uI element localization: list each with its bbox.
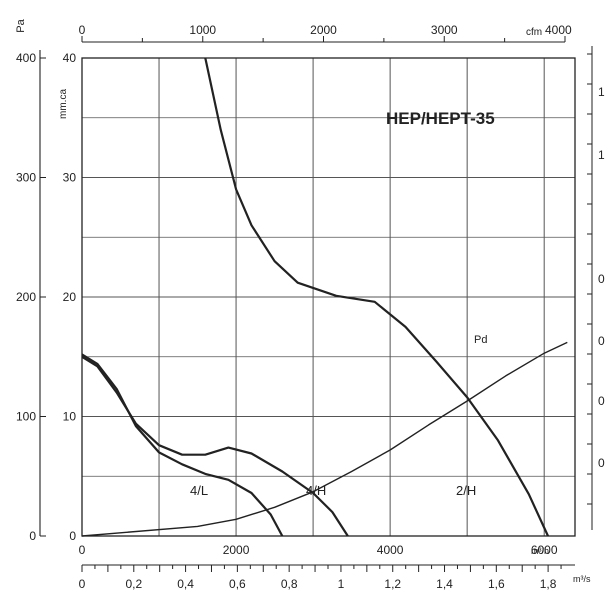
cfm-axis-unit: cfm	[526, 27, 542, 38]
m3h-tick-label: 6000	[531, 543, 558, 557]
cfm-tick-label: 3000	[431, 23, 458, 37]
m3s-tick-label: 1,2	[384, 577, 401, 591]
mmca-tick-label: 20	[63, 290, 77, 304]
m3s-tick-label: 1	[338, 577, 345, 591]
pa-tick-label: 100	[16, 410, 36, 424]
chart-title: HEP/HEPT-35	[386, 109, 495, 128]
curve-4-h	[81, 355, 349, 537]
curve-pd	[81, 341, 568, 537]
right-axis-tick-label: 0	[598, 334, 605, 348]
series-label-4-h: 4/H	[306, 483, 326, 498]
pa-axis-unit: Pa	[15, 18, 27, 32]
mmca-axis-unit: mm.ca	[58, 89, 69, 119]
m3h-axis-unit: m³/h	[531, 546, 549, 556]
plot-frame	[81, 57, 576, 537]
pa-tick-label: 300	[16, 171, 36, 185]
m3s-tick-label: 1,4	[436, 577, 453, 591]
m3s-axis-unit: m³/s	[573, 574, 591, 584]
right-axis-tick-label: 1	[598, 85, 605, 99]
m3h-tick-label: 4000	[377, 543, 404, 557]
m3h-tick-label: 0	[79, 543, 86, 557]
pa-tick-label: 400	[16, 51, 36, 65]
mmca-tick-label: 10	[63, 410, 77, 424]
curve-2-h	[204, 57, 549, 537]
mmca-tick-label: 30	[63, 171, 77, 185]
m3s-tick-label: 1,6	[488, 577, 505, 591]
right-axis-tick-label: 0	[598, 272, 605, 286]
pa-tick-label: 0	[29, 529, 36, 543]
chart-axes	[39, 36, 593, 572]
cfm-tick-label: 1000	[189, 23, 216, 37]
fan-curves	[81, 57, 568, 537]
series-label-2-h: 2/H	[456, 483, 476, 498]
cfm-tick-label: 2000	[310, 23, 337, 37]
cfm-tick-label-last: 4000	[545, 23, 572, 37]
pa-tick-label: 200	[16, 290, 36, 304]
m3s-tick-label: 0,4	[177, 577, 194, 591]
m3s-tick-label: 0,6	[229, 577, 246, 591]
right-axis-tick-label: 0	[598, 394, 605, 408]
cfm-tick-label: 0	[79, 23, 86, 37]
m3s-tick-label: 0,8	[281, 577, 298, 591]
series-label-4-l: 4/L	[190, 483, 208, 498]
right-axis-tick-label: 1	[598, 148, 605, 162]
mmca-tick-label: 0	[69, 529, 76, 543]
plot-border	[81, 57, 576, 537]
chart-grid	[82, 57, 575, 536]
m3s-tick-label: 0,2	[125, 577, 142, 591]
series-label-pd: Pd	[474, 334, 487, 346]
m3s-tick-label: 0	[79, 577, 86, 591]
right-axis-tick-label: 0	[598, 456, 605, 470]
m3h-tick-label: 2000	[223, 543, 250, 557]
curve-4-l	[81, 353, 284, 537]
mmca-tick-label: 40	[63, 51, 77, 65]
m3s-tick-label: 1,8	[540, 577, 557, 591]
